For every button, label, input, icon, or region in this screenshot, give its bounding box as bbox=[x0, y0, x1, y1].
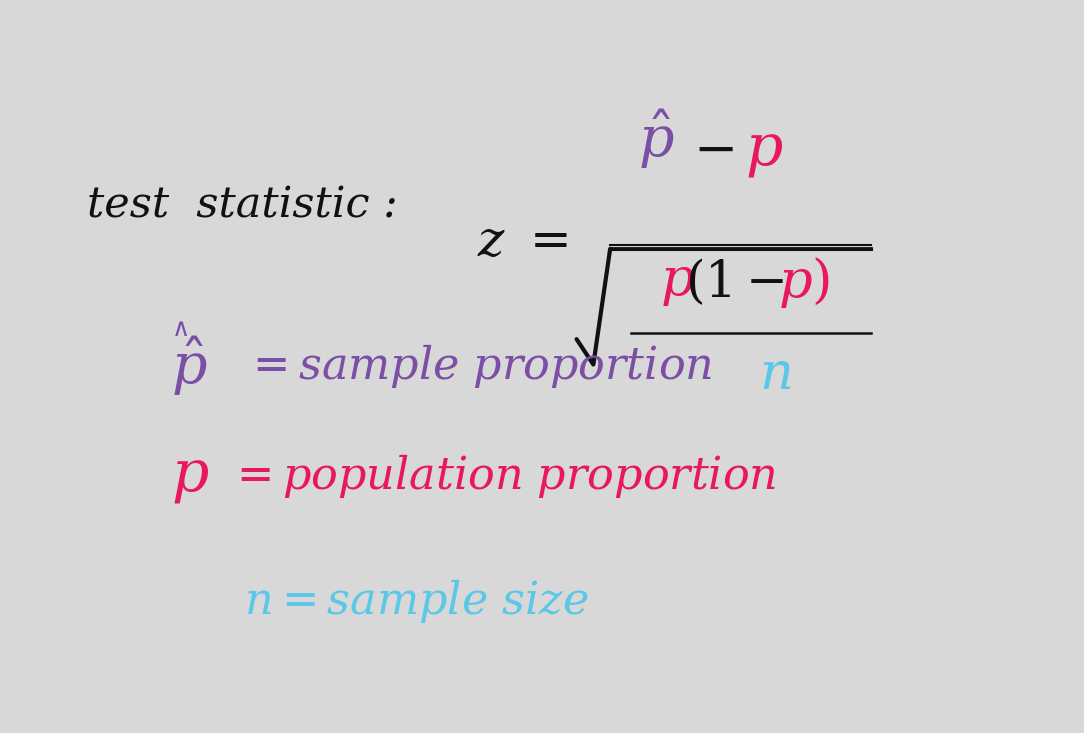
Text: $= population\ proportion$: $= population\ proportion$ bbox=[228, 452, 776, 501]
Text: $\wedge$: $\wedge$ bbox=[171, 317, 189, 341]
Text: $p$: $p$ bbox=[171, 448, 209, 505]
Text: $\hat{p}$: $\hat{p}$ bbox=[637, 108, 674, 171]
Text: test  statistic :: test statistic : bbox=[87, 184, 398, 226]
Text: $-$: $-$ bbox=[693, 125, 734, 176]
Text: $n$: $n$ bbox=[759, 348, 791, 399]
Text: $n = sample\ size$: $n = sample\ size$ bbox=[244, 577, 589, 625]
Text: $p)$: $p)$ bbox=[778, 254, 830, 310]
Text: $p$: $p$ bbox=[660, 257, 695, 308]
Text: $\hat{p}$: $\hat{p}$ bbox=[171, 335, 207, 398]
Text: $z\ =$: $z\ =$ bbox=[477, 218, 568, 266]
Text: $p$: $p$ bbox=[745, 122, 784, 179]
Text: $(1-$: $(1-$ bbox=[685, 257, 785, 308]
Text: $= sample\ proportion$: $= sample\ proportion$ bbox=[244, 342, 712, 391]
